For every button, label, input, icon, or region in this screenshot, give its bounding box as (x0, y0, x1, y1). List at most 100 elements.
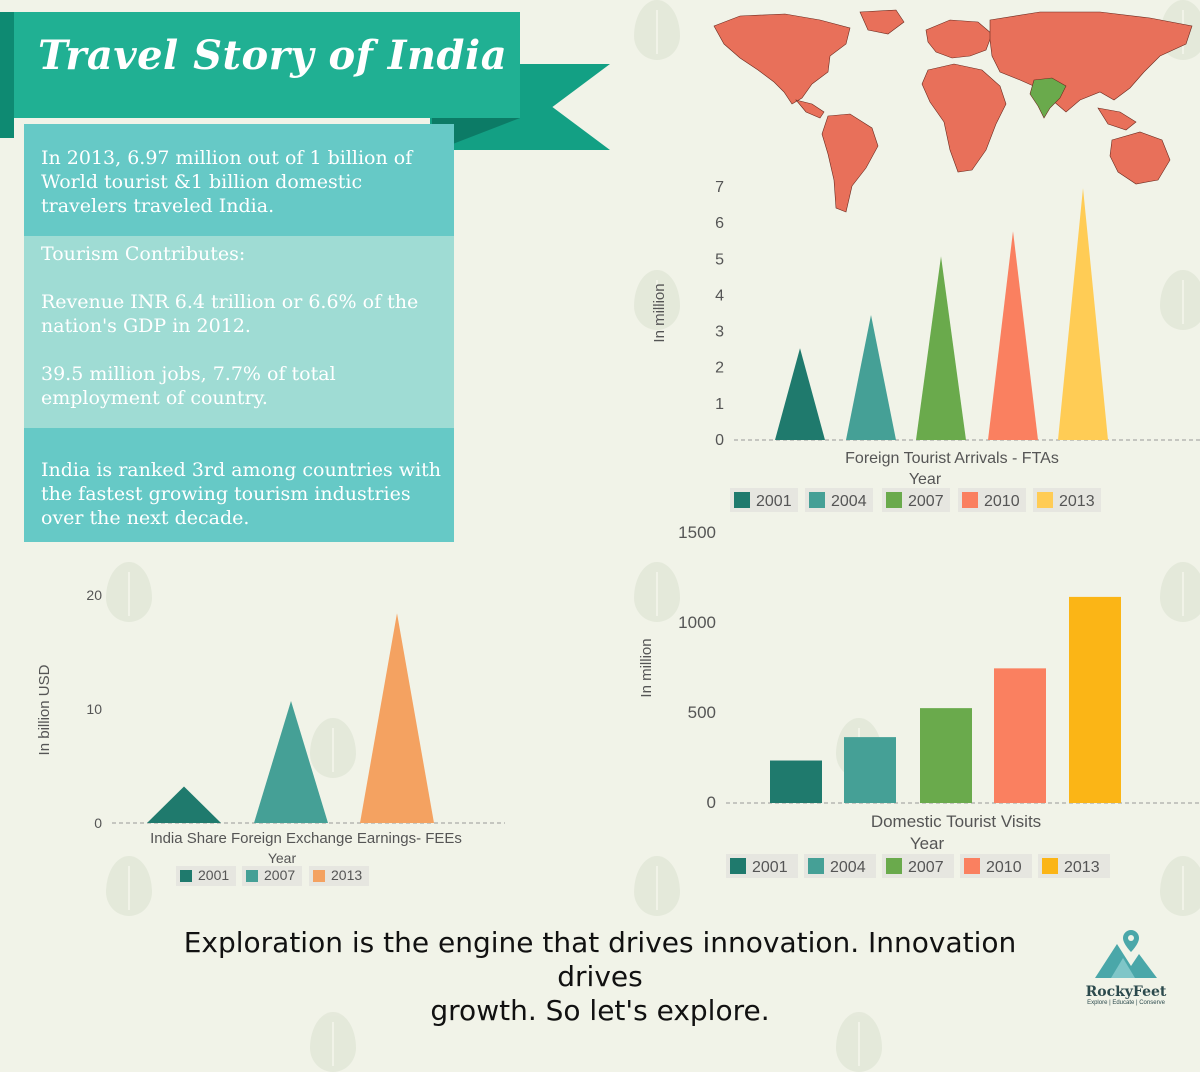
map-central-america (795, 99, 825, 119)
dtv-legend-label: 2013 (1064, 859, 1100, 876)
background-leaf-icon (634, 562, 680, 622)
map-north-america (713, 13, 851, 105)
dtv-bar-2013 (1069, 596, 1121, 803)
fta-legend-label: 2010 (984, 493, 1020, 510)
background-leaf-icon (1160, 562, 1200, 622)
fta-ylabel: In million (651, 283, 668, 342)
dtv-legend-label: 2010 (986, 859, 1022, 876)
background-leaf-icon (634, 270, 680, 330)
map-europe (925, 19, 993, 59)
dtv-legend-label: 2001 (752, 859, 788, 876)
fta-title: Foreign Tourist Arrivals - FTAs (845, 450, 1059, 467)
dtv-xlabel: Year (910, 834, 945, 853)
map-asia (989, 11, 1193, 113)
dtv-legend-swatch (964, 858, 980, 874)
fta-bar-2004 (846, 314, 896, 440)
fta-legend-label: 2001 (756, 493, 792, 510)
mountain-pin-icon (1095, 930, 1157, 978)
fee-legend-swatch (246, 870, 258, 882)
logo-tagline: Explore | Educate | Conserve (1087, 1000, 1165, 1006)
fee-bar-2013 (360, 613, 434, 823)
background-leaf-icon (1160, 856, 1200, 916)
map-greenland (859, 9, 905, 35)
fta-legend-swatch (734, 492, 750, 508)
fta-xlabel: Year (909, 471, 942, 488)
fta-bar-2010 (988, 231, 1038, 440)
dtv-chart: In million 0 500 1000 1500 Domestic Tourist… (638, 523, 1200, 878)
fta-ytick-label: 4 (715, 287, 724, 304)
fta-legend-swatch (809, 492, 825, 508)
fta-bar-2007 (916, 256, 966, 440)
fta-legend-label: 2007 (908, 493, 944, 510)
map-australia (1109, 131, 1171, 185)
map-southeast-asia (1097, 107, 1137, 131)
ribbon-edge (0, 12, 14, 138)
background-leaf-icon (1160, 270, 1200, 330)
fta-ytick-label: 7 (715, 179, 724, 196)
info-band-top (24, 124, 454, 236)
fee-xlabel: Year (268, 850, 297, 866)
title-ribbon (14, 12, 520, 118)
background-leaf-icon (310, 718, 356, 778)
dtv-legend-swatch (730, 858, 746, 874)
world-map (713, 9, 1193, 213)
info-fact-jobs: 39.5 million jobs, 7.7% of total employm… (41, 363, 336, 409)
dtv-bar-2007 (920, 708, 972, 803)
fta-ytick-label: 3 (715, 324, 724, 341)
fta-legend-swatch (886, 492, 902, 508)
fee-bar-2007 (254, 701, 328, 823)
fta-legend-label: 2013 (1059, 493, 1095, 510)
quote-line-1: Exploration is the engine that drives in… (183, 926, 1017, 993)
footer-quote: Exploration is the engine that drives in… (140, 926, 1060, 1028)
background-leaf-icon (106, 856, 152, 916)
dtv-bar-2004 (844, 737, 896, 803)
dtv-title: Domestic Tourist Visits (871, 812, 1041, 831)
fta-legend-label: 2004 (831, 493, 867, 510)
logo-name: RockyFeet (1085, 984, 1167, 1000)
dtv-ytick-label: 1000 (678, 613, 716, 632)
rockyfeet-logo: RockyFeet Explore | Educate | Conserve (1078, 928, 1174, 1012)
fta-chart: In million 0 1 2 3 4 5 6 7 Foreign Tourist Arri… (651, 179, 1200, 512)
background-leaf-icon (634, 0, 680, 60)
fee-title: India Share Foreign Exchange Earnings- F… (150, 830, 462, 847)
map-india (1029, 77, 1067, 119)
info-band-bottom (24, 428, 454, 542)
dtv-ylabel: In million (638, 638, 655, 697)
fta-ytick-label: 5 (715, 251, 724, 268)
fta-bar-2001 (775, 348, 825, 440)
map-south-america (821, 113, 879, 213)
dtv-bar-2001 (770, 760, 822, 803)
fee-chart: In billion USD 0 10 20 India Share Foreign… (36, 587, 505, 886)
dtv-legend-label: 2007 (908, 859, 944, 876)
fee-legend-swatch (180, 870, 192, 882)
info-contributes-label: Tourism Contributes: (41, 243, 246, 265)
info-fact-ranking: India is ranked 3rd among countries with… (41, 459, 442, 529)
fee-ytick-label: 10 (86, 701, 102, 717)
dtv-legend-swatch (1042, 858, 1058, 874)
fee-legend-label: 2001 (198, 867, 229, 883)
dtv-ytick-label: 500 (688, 703, 716, 722)
dtv-bar-2010 (994, 668, 1046, 803)
dtv-legend-label: 2004 (830, 859, 866, 876)
fta-ytick-label: 0 (715, 432, 724, 449)
dtv-ytick-label: 0 (707, 793, 716, 812)
info-fact-arrivals: In 2013, 6.97 million out of 1 billion o… (41, 147, 413, 217)
dtv-ytick-label: 1500 (678, 523, 716, 542)
dtv-legend-swatch (886, 858, 902, 874)
fta-ytick-label: 6 (715, 215, 724, 232)
info-fact-revenue: Revenue INR 6.4 trillion or 6.6% of the … (41, 291, 419, 337)
dtv-legend-swatch (808, 858, 824, 874)
background-leaf-icon (634, 856, 680, 916)
fta-legend-swatch (962, 492, 978, 508)
quote-line-2: growth. So let's explore. (430, 994, 770, 1027)
fee-ylabel: In billion USD (36, 664, 53, 755)
fta-legend-swatch (1037, 492, 1053, 508)
fee-ytick-label: 20 (86, 587, 102, 603)
map-africa (921, 63, 1007, 173)
fta-ytick-label: 2 (715, 360, 724, 377)
fee-bar-2001 (147, 786, 221, 823)
background-leaf-icon (106, 562, 152, 622)
fee-legend-label: 2007 (264, 867, 295, 883)
fta-ytick-label: 1 (715, 396, 724, 413)
fee-legend-label: 2013 (331, 867, 362, 883)
